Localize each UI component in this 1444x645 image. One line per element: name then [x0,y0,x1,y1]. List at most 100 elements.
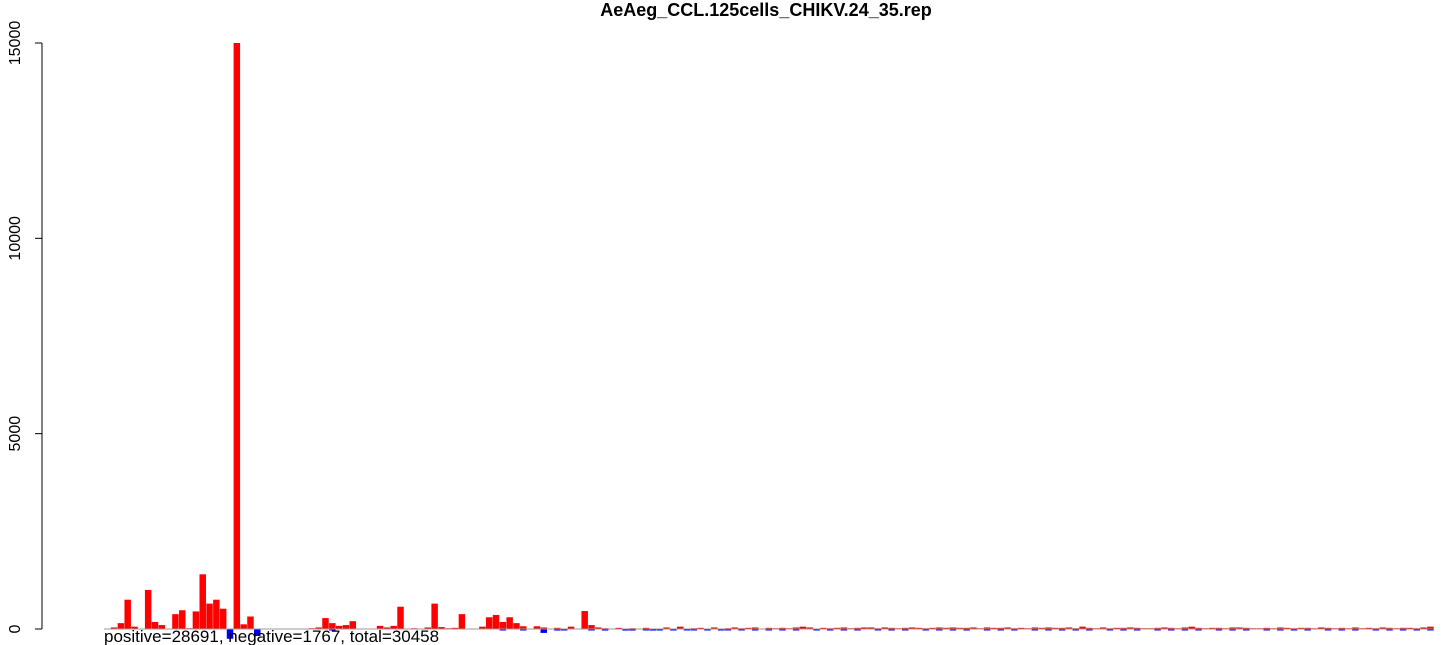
negative-bar [254,629,261,637]
negative-bar [1133,629,1141,631]
negative-bar [1072,629,1079,631]
positive-bar [1113,627,1120,629]
summary-annotation: positive=28691, negative=1767, total=304… [104,627,439,645]
negative-bar [656,629,663,631]
positive-bar [520,626,527,629]
positive-bar [1161,627,1168,629]
negative-bar [622,629,629,631]
negative-bar [540,629,547,633]
y-axis: 0 5000 10000 15000 [7,21,43,633]
positive-bar [1420,627,1427,629]
positive-bar [1133,627,1141,629]
positive-bar [1324,627,1332,629]
positive-bar [172,614,179,629]
positive-bar [192,611,200,629]
positive-bar [806,627,813,629]
negative-bar [1181,629,1189,631]
positive-bar [997,627,1004,629]
negative-bar [1045,629,1052,631]
negative-bar [792,629,800,631]
negative-bar [601,629,609,631]
positive-bar [1099,627,1107,629]
positive-bar [915,627,923,629]
positive-bar [697,627,704,629]
positive-bar [1283,627,1291,629]
positive-bar [1379,627,1386,629]
negative-bar [724,629,732,631]
positive-bar [206,603,213,629]
negative-bar [1168,629,1175,631]
positive-bar [990,627,998,629]
positive-bar [1052,627,1059,629]
positive-bar [1017,627,1025,629]
negative-bar [997,629,1004,631]
negative-bar [813,629,820,631]
positive-bar [513,623,520,629]
negative-bar [751,629,759,631]
positive-bar [1188,626,1195,629]
positive-bar [499,621,507,629]
positive-bar [765,627,773,629]
positive-bar [199,574,206,629]
positive-bar [1208,627,1216,629]
positive-bar [179,610,186,629]
positive-bar [745,627,752,629]
negative-bar [1229,629,1236,631]
positive-bar [540,627,547,629]
positive-bar [1120,627,1127,629]
positive-bar [1195,627,1202,629]
positive-bar [1004,627,1011,629]
negative-bar [779,629,786,631]
negative-bar [1290,629,1298,631]
positive-bar [908,627,916,629]
negative-bar [520,629,527,631]
negative-bar [226,629,234,639]
positive-bar [1399,627,1407,629]
negative-bar [963,629,970,631]
positive-bar [438,627,445,629]
positive-bar [390,625,397,629]
positive-bar [881,627,889,629]
positive-bar [1365,627,1373,629]
negative-bar [329,629,336,631]
negative-bar [949,629,957,631]
positive-bar [219,608,227,629]
positive-bar [663,627,670,629]
positive-bar [376,625,384,629]
negative-bar [649,629,657,631]
bars [110,43,1434,639]
negative-bar [738,629,745,631]
negative-bar [1031,629,1039,631]
positive-bar [902,627,909,629]
positive-bar [492,614,500,629]
positive-bar [731,627,738,629]
negative-bar [642,629,650,631]
positive-bar [1058,627,1066,629]
positive-bar [1229,627,1236,629]
positive-bar [799,626,807,629]
positive-bar [1086,627,1093,629]
positive-bar [1297,627,1305,629]
positive-bar [458,614,466,629]
positive-bar [1065,627,1073,629]
negative-bar [1372,629,1380,631]
positive-bar [615,627,623,629]
y-tick-label: 10000 [7,216,24,261]
positive-bar [233,43,241,629]
positive-bar [963,627,970,629]
positive-bar [751,627,759,629]
negative-bar [1399,629,1407,631]
negative-bar [554,629,561,631]
positive-bar [451,627,459,629]
negative-bar [1427,629,1434,631]
negative-bar [840,629,848,631]
positive-bar [820,627,827,629]
negative-bar [826,629,834,631]
positive-bar [144,589,152,629]
positive-bar [595,627,602,629]
negative-bar [1086,629,1093,631]
negative-bar [854,629,861,631]
negative-bar [1106,629,1114,631]
positive-bar [949,627,957,629]
positive-bar [158,625,166,629]
